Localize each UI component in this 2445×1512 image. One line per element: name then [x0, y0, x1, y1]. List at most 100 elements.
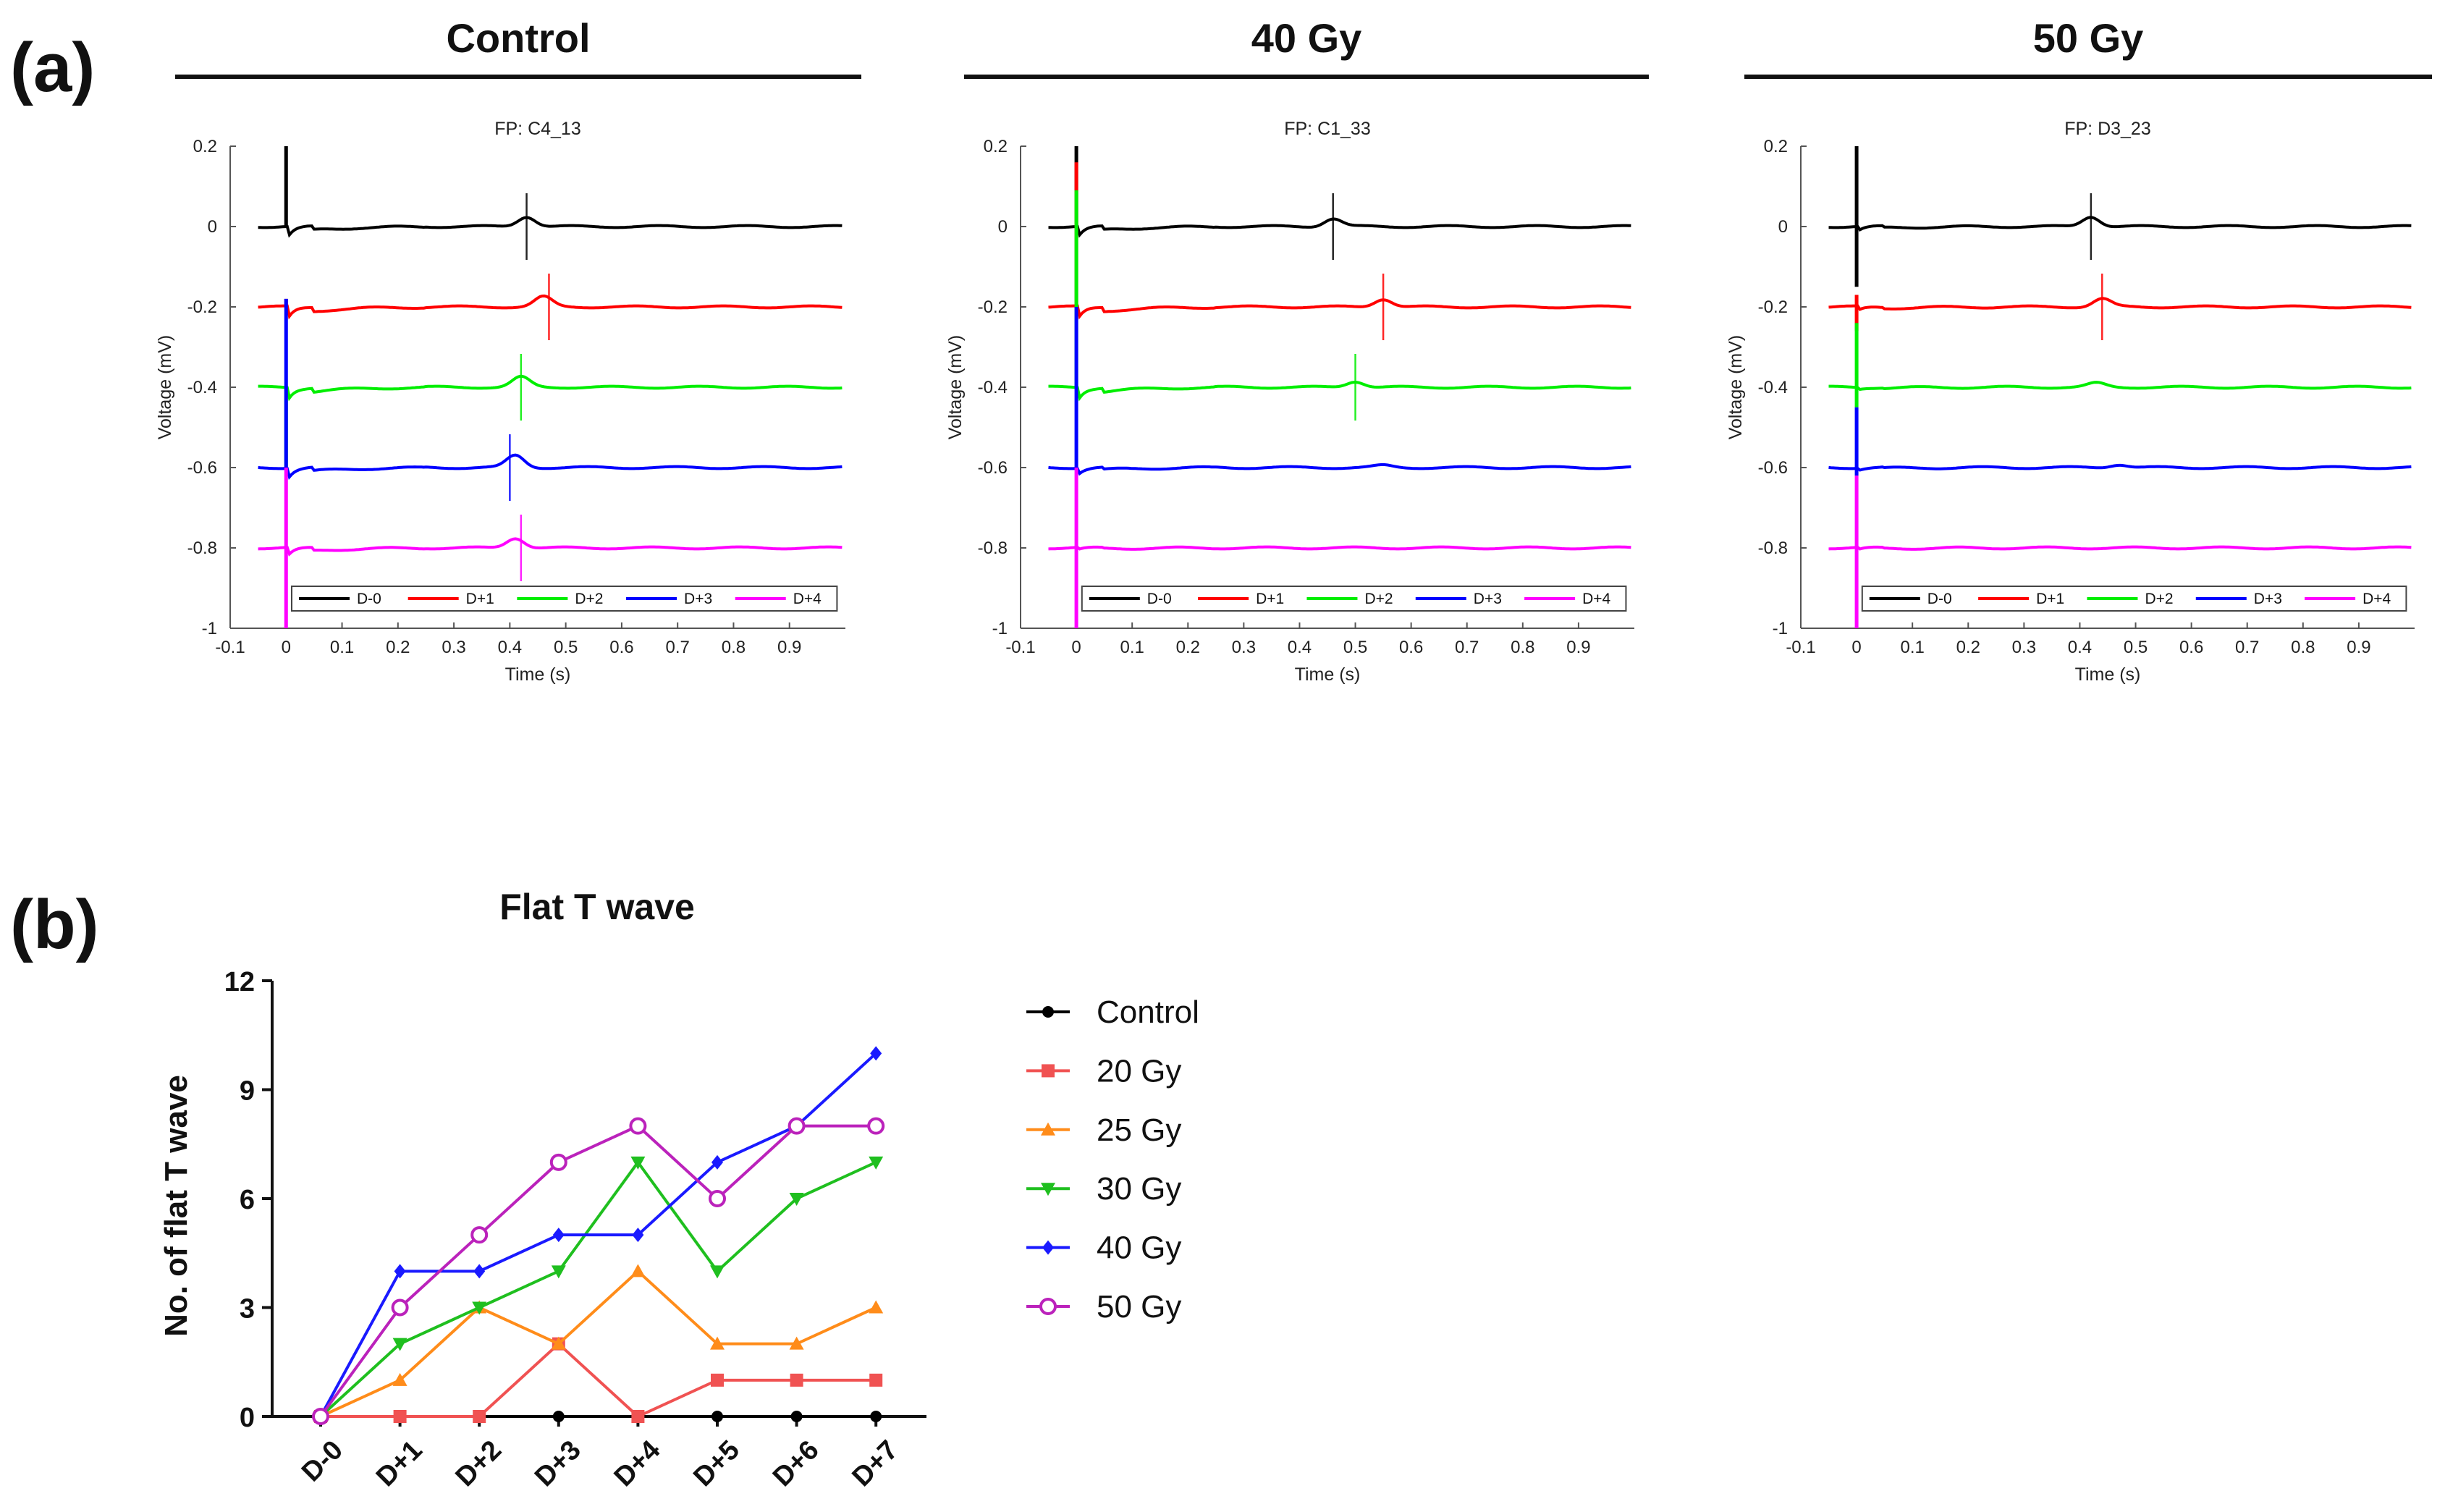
x-tick-label: 0 [1851, 638, 1861, 657]
fp-title: FP: C4_13 [494, 119, 581, 139]
ecg-plot-2: 50 Gy FP: D3_23 0.2 0 -0.2 -0.4 -0.6 -0.8 -1-0.1… [1726, 15, 2432, 685]
x-tick-label: D+5 [688, 1435, 746, 1492]
data-point [470, 1226, 489, 1244]
series-line [319, 1160, 877, 1418]
ecg-plot-0: Control FP: C4_13 0.2 0 -0.2 -0.4 -0.6 -0.8 -1-0… [155, 15, 861, 685]
ecg-plot-1: 40 Gy FP: C1_33 0.2 0 -0.2 -0.4 -0.6 -0.8 -1-0.1… [945, 15, 1649, 685]
x-tick-label: D+4 [609, 1435, 667, 1492]
y-tick-label: -0.6 [187, 458, 217, 478]
x-tick-label: -0.1 [215, 638, 245, 657]
y-tick-label: 0 [240, 1403, 255, 1433]
legend-label: 50 Gy [1097, 1289, 1181, 1325]
x-tick-label: 0.7 [1455, 638, 1479, 657]
panel-a-label: (a) [10, 29, 95, 106]
group-title: 50 Gy [2033, 15, 2144, 61]
series-line [320, 1269, 877, 1418]
x-tick-label: 0.2 [1956, 638, 1980, 657]
legend-item-25 Gy: 25 Gy [1026, 1112, 1181, 1148]
data-point [631, 1410, 645, 1423]
y-axis-label: No. of flat T wave [159, 1075, 194, 1337]
legend-label-D+4: D+4 [1582, 591, 1610, 607]
data-point [551, 1336, 566, 1350]
trace-D+4 [258, 537, 843, 557]
legend-label-D+4: D+4 [793, 591, 822, 607]
legend-label-D+2: D+2 [1364, 591, 1393, 607]
x-tick-label: 0 [282, 638, 291, 657]
data-point [551, 1265, 566, 1279]
y-axis-label: Voltage (mV) [1726, 335, 1746, 440]
legend-label-D+3: D+3 [2254, 591, 2282, 607]
x-tick-label: D+6 [767, 1435, 825, 1492]
y-tick-label: -0.6 [978, 458, 1008, 478]
series-line [319, 1124, 877, 1418]
trace-D-0 [258, 216, 843, 238]
data-point [869, 1373, 883, 1387]
legend-label-D-0: D-0 [1147, 591, 1172, 607]
panel-b-label: (b) [10, 886, 99, 963]
data-point [710, 1336, 725, 1350]
y-tick-label: -0.8 [187, 539, 217, 558]
data-point [709, 1190, 726, 1207]
trace-D+3 [1828, 463, 2412, 472]
legend-label-D+2: D+2 [575, 591, 603, 607]
data-point [789, 1193, 804, 1206]
data-point [391, 1298, 409, 1317]
x-tick-label: 0 [1071, 638, 1081, 657]
y-tick-label: 6 [240, 1185, 255, 1215]
trace-D+2 [1048, 381, 1631, 402]
y-axis-label: Voltage (mV) [945, 335, 966, 440]
x-tick-label: D+2 [449, 1435, 507, 1492]
series-50 Gy [312, 1117, 885, 1425]
data-point [711, 1373, 724, 1387]
x-tick-label: 0.1 [1900, 638, 1924, 657]
data-point [552, 1228, 565, 1243]
y-tick-label: 0.2 [193, 137, 217, 156]
y-axis-label: Voltage (mV) [155, 335, 175, 440]
chart-title: Flat T wave [499, 887, 695, 927]
x-tick-label: D+3 [529, 1435, 587, 1492]
legend-label-D+1: D+1 [1256, 591, 1284, 607]
data-point [393, 1410, 407, 1423]
x-tick-label: 0.4 [2068, 638, 2092, 657]
x-tick-label: 0.7 [665, 638, 689, 657]
x-tick-label: D-0 [296, 1435, 349, 1487]
legend-label-D+2: D+2 [2145, 591, 2173, 607]
data-point [870, 1411, 882, 1422]
series-30 Gy [313, 1156, 884, 1424]
series-line [321, 1341, 877, 1419]
group-title: Control [446, 15, 590, 61]
legend-label: 25 Gy [1097, 1112, 1181, 1148]
x-axis-label: Time (s) [505, 664, 571, 685]
trace-D+4 [1048, 545, 1631, 551]
legend-label: 40 Gy [1097, 1230, 1181, 1266]
data-point [630, 1156, 646, 1170]
y-tick-label: 0 [1778, 217, 1788, 237]
trace-D+1 [258, 294, 843, 320]
x-tick-label: 0.1 [330, 638, 354, 657]
trace-D+2 [258, 374, 843, 402]
group-title: 40 Gy [1251, 15, 1362, 61]
data-point [552, 1411, 565, 1422]
data-point [790, 1373, 803, 1387]
data-point [630, 1264, 646, 1277]
legend-label: 20 Gy [1097, 1053, 1181, 1089]
data-point [869, 1300, 884, 1314]
y-tick-label: -0.8 [978, 539, 1008, 558]
panel-b-flat-t-wave-chart: Flat T wave 0 3 6 9 12 D-0 D+1 D+2 D+3 D+4 D+5 D+6 D+… [159, 887, 1199, 1492]
y-tick-label: -0.6 [1758, 458, 1788, 478]
trace-D+3 [1048, 463, 1631, 476]
legend-label: 30 Gy [1097, 1171, 1181, 1207]
y-tick-label: -0.2 [978, 297, 1008, 317]
x-tick-label: 0.9 [2347, 638, 2370, 657]
trace-D+2 [1828, 381, 2412, 392]
legend-marker [1042, 1240, 1054, 1255]
data-point [787, 1117, 806, 1135]
data-point [629, 1117, 647, 1135]
data-point [473, 1264, 486, 1279]
x-tick-label: 0.6 [609, 638, 633, 657]
legend-marker [1041, 1122, 1055, 1136]
legend-item-Control: Control [1026, 994, 1199, 1030]
legend-marker [1039, 1298, 1057, 1315]
